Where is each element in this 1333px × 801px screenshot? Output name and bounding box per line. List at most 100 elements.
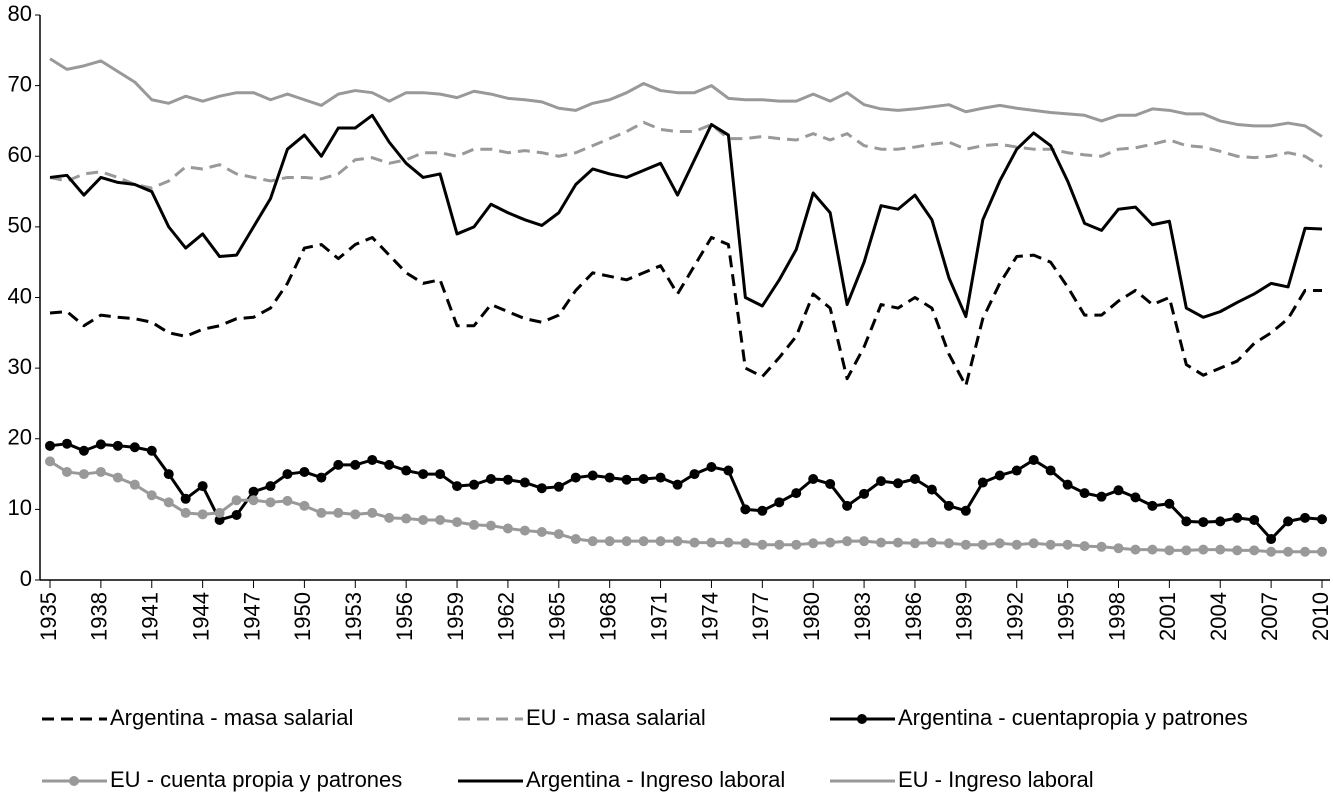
series-marker: [689, 469, 700, 480]
series-marker: [1249, 514, 1260, 525]
series-marker: [1198, 517, 1209, 528]
x-tick-label: 1980: [799, 592, 824, 641]
legend-label: Argentina - cuentapropia y patrones: [898, 705, 1248, 730]
x-tick-label: 1974: [697, 592, 722, 641]
series-marker: [723, 537, 734, 548]
y-tick-label: 40: [8, 283, 32, 308]
series-marker: [757, 505, 768, 516]
series-marker: [350, 459, 361, 470]
legend-marker: [857, 714, 867, 724]
series-marker: [655, 536, 666, 547]
series-marker: [299, 500, 310, 511]
series-marker: [469, 519, 479, 530]
x-tick-label: 1965: [545, 592, 570, 641]
series-marker: [587, 536, 598, 547]
x-tick-label: 1968: [595, 592, 620, 641]
series-marker: [333, 507, 344, 518]
series-marker: [197, 509, 208, 520]
series-line: [49, 57, 1323, 138]
series-marker: [485, 520, 496, 531]
series-marker: [78, 445, 89, 456]
x-tick-label: 1992: [1003, 592, 1028, 641]
series-marker: [1164, 498, 1175, 509]
series-marker: [519, 525, 530, 536]
series-marker: [1096, 491, 1107, 502]
series-marker: [146, 490, 157, 501]
series-marker: [265, 481, 276, 492]
series-marker: [1232, 545, 1243, 556]
series-marker: [604, 472, 615, 483]
legend-label: EU - cuenta propia y patrones: [110, 767, 402, 792]
series-marker: [1011, 465, 1022, 476]
series-marker: [553, 529, 564, 540]
series-marker: [1045, 465, 1056, 476]
series-marker: [893, 478, 903, 489]
series-marker: [1096, 541, 1107, 552]
x-tick-label: 1998: [1104, 592, 1129, 641]
x-tick-label: 1995: [1053, 592, 1078, 641]
series-marker: [1062, 539, 1073, 550]
series-marker: [893, 537, 903, 548]
series-marker: [519, 477, 530, 488]
series-marker: [95, 466, 106, 477]
series-marker: [1215, 544, 1226, 555]
series-marker: [943, 538, 954, 549]
series-marker: [1266, 546, 1277, 557]
series-marker: [384, 459, 395, 470]
series-marker: [469, 479, 479, 490]
x-tick-label: 1977: [748, 592, 773, 641]
series-marker: [757, 539, 768, 550]
series-marker: [791, 539, 802, 550]
x-tick-label: 1935: [36, 592, 61, 641]
series-marker: [706, 462, 717, 472]
legend-label: EU - Ingreso laboral: [898, 767, 1094, 792]
x-tick-label: 2001: [1155, 592, 1180, 641]
series-marker: [1147, 544, 1158, 555]
series-marker: [909, 474, 920, 485]
series-marker: [808, 474, 819, 485]
series-marker: [1011, 539, 1022, 550]
series-marker: [859, 488, 870, 499]
series-marker: [1113, 485, 1124, 496]
series-marker: [282, 469, 293, 480]
series-marker: [689, 537, 700, 548]
series-marker: [435, 469, 446, 480]
legend-label: Argentina - masa salarial: [110, 705, 353, 730]
y-tick-label: 80: [8, 1, 32, 26]
x-tick-label: 1938: [87, 592, 112, 641]
series-marker: [1198, 544, 1209, 555]
y-tick-label: 60: [8, 142, 32, 167]
series-marker: [536, 483, 547, 494]
series-marker: [282, 495, 293, 506]
series-marker: [1045, 539, 1056, 550]
y-tick-label: 0: [20, 566, 32, 591]
series-marker: [536, 526, 547, 537]
series-marker: [61, 438, 72, 449]
series-marker: [638, 474, 649, 485]
series-marker: [791, 488, 802, 499]
x-tick-label: 1947: [239, 592, 264, 641]
series-marker: [655, 472, 666, 483]
series-marker: [994, 538, 1005, 549]
series-line: [49, 442, 1323, 541]
series-marker: [367, 507, 378, 518]
series-marker: [943, 500, 954, 511]
series-marker: [740, 538, 751, 549]
series-marker: [960, 505, 971, 516]
series-marker: [570, 472, 581, 483]
series-marker: [570, 534, 581, 545]
x-tick-label: 1956: [392, 592, 417, 641]
series-marker: [129, 442, 140, 453]
series-marker: [1317, 546, 1327, 557]
series-marker: [1130, 544, 1141, 555]
series-marker: [977, 477, 988, 488]
series-marker: [45, 456, 55, 467]
series-marker: [1079, 541, 1090, 552]
series-marker: [299, 466, 310, 477]
x-tick-label: 1971: [646, 592, 671, 641]
series-marker: [1028, 538, 1039, 549]
series-marker: [214, 507, 225, 518]
series-marker: [231, 495, 242, 506]
series-marker: [1130, 492, 1141, 503]
